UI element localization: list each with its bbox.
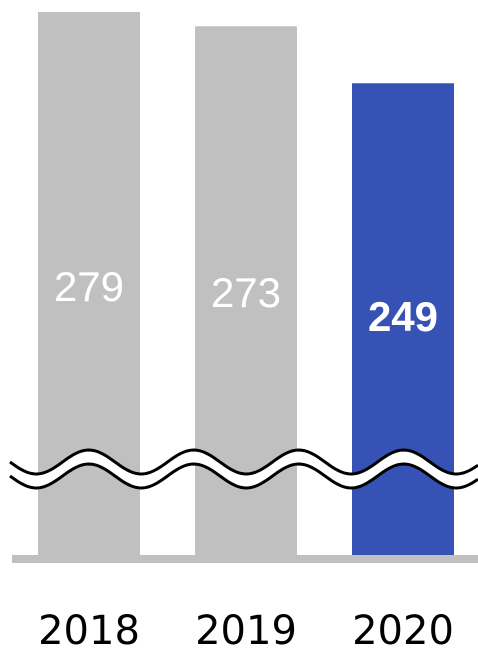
axis-break-line-top [9,448,478,476]
data-labels-group: 279 273 249 [54,263,438,340]
data-label-2018: 279 [54,263,124,310]
category-label-2020: 2020 [352,608,454,648]
axis-break-band [10,450,478,488]
baseline [12,555,478,563]
axis-break [9,448,478,490]
data-label-2020: 249 [368,293,438,340]
category-label-2018: 2018 [38,608,140,648]
data-label-2019: 273 [211,269,281,316]
axis-break-line-bottom [9,462,478,490]
category-labels-group: 2018 2019 2020 [38,608,454,648]
category-label-2019: 2019 [195,608,297,648]
bars-group [38,12,454,555]
